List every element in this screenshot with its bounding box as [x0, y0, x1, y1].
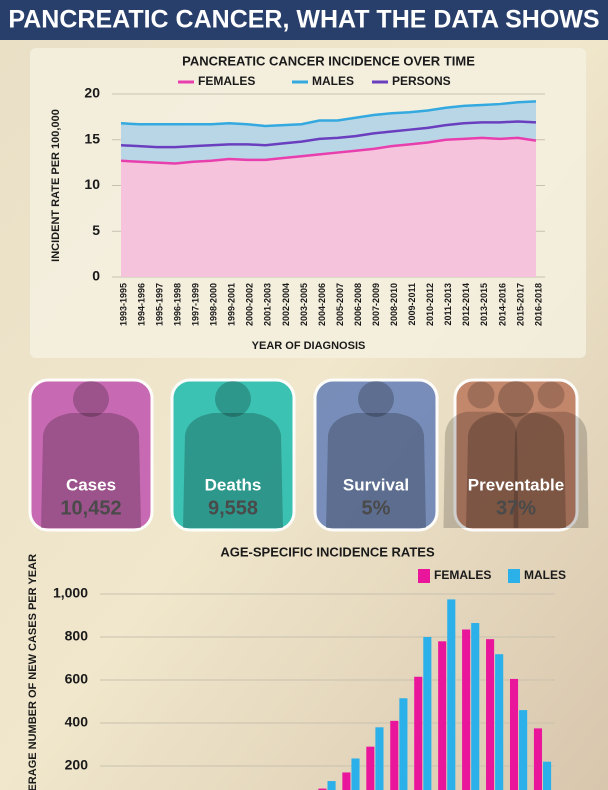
x-tick-label: 2009-2011 [407, 283, 417, 326]
stat-label: Preventable [468, 475, 564, 494]
silhouette-body [326, 413, 426, 528]
y-axis-label: INCIDENT RATE PER 100,000 [50, 109, 62, 262]
bar [447, 599, 456, 790]
bar [414, 676, 423, 790]
legend-label: PERSONS [392, 74, 451, 88]
x-tick-label: 2004-2006 [317, 283, 327, 326]
bar [462, 629, 471, 790]
x-tick-label: 1996-1998 [173, 283, 183, 326]
silhouette-body [41, 413, 141, 528]
legend-label: MALES [524, 568, 566, 582]
x-tick-label: 1999-2001 [227, 283, 237, 326]
silhouette-body [466, 413, 566, 528]
x-tick-label: 2011-2013 [443, 283, 453, 326]
y-tick-label: 400 [65, 714, 89, 730]
silhouette-body [443, 411, 519, 528]
x-tick-label: 2015-2017 [515, 283, 525, 326]
silhouette-head [358, 381, 394, 417]
y-tick-label: 600 [65, 671, 89, 687]
x-tick-label: 1995-1997 [154, 283, 164, 326]
stat-card [313, 378, 439, 532]
legend-label: FEMALES [198, 74, 255, 88]
stat-value: 5% [362, 497, 391, 519]
line [120, 120, 537, 149]
x-tick-label: 2007-2009 [371, 283, 381, 326]
stat-value: 10,452 [60, 497, 121, 519]
chart-title: AGE-SPECIFIC INCIDENCE RATES [220, 544, 435, 559]
y-tick-label: 5 [92, 222, 100, 238]
stat-label: Deaths [205, 475, 262, 494]
bar [318, 788, 327, 790]
bar [423, 637, 432, 790]
x-tick-label: 1993-1995 [118, 283, 128, 326]
stat-label: Cases [66, 475, 116, 494]
bar [342, 772, 351, 790]
stat-value: 37% [496, 497, 536, 519]
silhouette-head [73, 381, 109, 417]
bar [375, 727, 384, 790]
line [120, 100, 537, 128]
header-title: PANCREATIC CANCER, WHAT THE DATA SHOWS [8, 6, 599, 34]
y-tick-label: 20 [84, 85, 100, 101]
x-tick-label: 2016-2018 [533, 283, 543, 326]
y-tick-label: 200 [65, 757, 89, 773]
bar [543, 761, 552, 790]
legend-label: FEMALES [434, 568, 491, 582]
x-tick-label: 2014-2016 [497, 283, 507, 326]
y-tick-label: 800 [65, 628, 89, 644]
stat-value: 9,558 [208, 497, 258, 519]
x-tick-label: 1997-1999 [191, 283, 201, 326]
y-tick-label: 15 [84, 130, 100, 146]
legend-swatch [418, 569, 430, 583]
x-tick-label: 1998-2000 [209, 283, 219, 326]
x-axis-label: YEAR OF DIAGNOSIS [252, 340, 366, 352]
y-axis-label: AVERAGE NUMBER OF NEW CASES PER YEAR [27, 554, 39, 790]
x-tick-label: 2001-2003 [263, 283, 273, 326]
x-tick-label: 1994-1996 [136, 283, 146, 326]
silhouette-body [513, 411, 589, 528]
stat-card [170, 378, 296, 532]
x-tick-label: 2003-2005 [299, 283, 309, 326]
bar [366, 746, 375, 790]
y-tick-label: 1,000 [53, 585, 88, 601]
x-tick-label: 2010-2012 [425, 283, 435, 326]
bar [519, 710, 528, 790]
bar [486, 639, 495, 790]
stats: Cases 10,452 Deaths 9,558 Survival 5% Preventa… [28, 378, 589, 532]
x-tick-label: 2012-2014 [461, 283, 471, 326]
x-tick-label: 2013-2015 [479, 283, 489, 326]
line [120, 136, 537, 165]
bar [533, 728, 543, 790]
bar [351, 758, 360, 790]
silhouette-head [467, 381, 495, 409]
legend-label: MALES [312, 74, 354, 88]
y-tick-label: 10 [84, 176, 100, 192]
y-tick-label: 0 [92, 268, 100, 284]
bar [495, 654, 504, 790]
silhouette-head [537, 381, 565, 409]
header-bar [0, 0, 608, 40]
x-tick-label: 2000-2002 [245, 283, 255, 326]
stat-label: Survival [343, 475, 409, 494]
x-tick-label: 2008-2010 [389, 283, 399, 326]
stat-card [28, 378, 154, 532]
stat-card [453, 378, 579, 532]
bar [390, 720, 399, 790]
area [121, 137, 536, 277]
bar [509, 678, 519, 790]
bar [327, 781, 336, 790]
legend-swatch [508, 569, 520, 583]
bar [399, 698, 408, 790]
bar [471, 623, 480, 790]
silhouette-head [498, 381, 534, 417]
bar [438, 641, 447, 790]
chart-title: PANCREATIC CANCER INCIDENCE OVER TIME [182, 53, 475, 68]
x-tick-label: 2002-2004 [281, 283, 291, 326]
x-tick-label: 2006-2008 [353, 283, 363, 326]
silhouette-head [215, 381, 251, 417]
x-tick-label: 2005-2007 [335, 283, 345, 326]
silhouette-body [183, 413, 283, 528]
